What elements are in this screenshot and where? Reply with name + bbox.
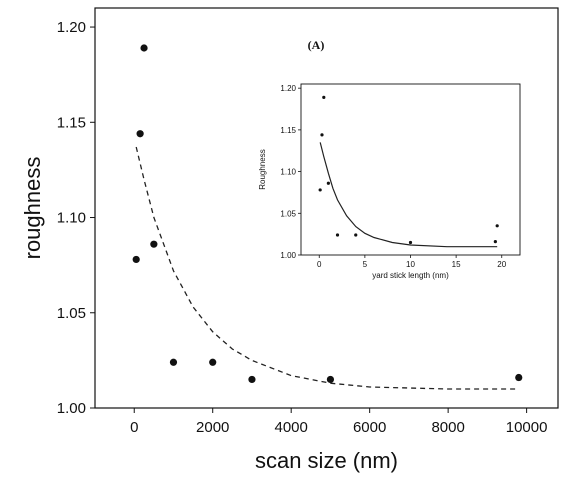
main-data-point bbox=[209, 358, 217, 366]
inset-data-point bbox=[335, 233, 340, 237]
main-plot-panel: 0 2000 4000 6000 8000 10000 1.00 1.05 1.10 1.15 1.… bbox=[20, 7, 559, 473]
main-y-tick-label: 1.00 bbox=[57, 400, 86, 417]
main-data-point bbox=[140, 44, 148, 52]
main-y-tick-label: 1.20 bbox=[57, 19, 86, 36]
inset-x-tick-label: 20 bbox=[497, 260, 506, 269]
main-x-tick-label: 10000 bbox=[506, 419, 548, 436]
inset-y-tick-label: 1.00 bbox=[280, 251, 296, 260]
inset-data-point bbox=[493, 240, 497, 244]
inset-x-tick-label: 5 bbox=[363, 260, 368, 269]
inset-data-point bbox=[495, 224, 499, 228]
inset-y-tick-label: 1.05 bbox=[280, 209, 296, 218]
inset-data-point bbox=[354, 233, 358, 237]
inset-y-axis-title: Roughness bbox=[258, 149, 267, 189]
inset-x-tick-label: 15 bbox=[452, 260, 461, 269]
inset-x-axis-title: yard stick length (nm) bbox=[372, 271, 449, 280]
main-x-axis-title: scan size (nm) bbox=[255, 448, 398, 473]
main-x-tick-label: 8000 bbox=[431, 419, 464, 436]
main-y-tick-label: 1.10 bbox=[57, 210, 86, 227]
inset-fit-curve bbox=[319, 142, 498, 248]
main-y-axis-title: roughness bbox=[20, 157, 45, 260]
main-x-tick-label: 4000 bbox=[274, 419, 307, 436]
inset-plot-frame bbox=[300, 83, 521, 256]
panel-label: (A) bbox=[308, 38, 325, 52]
inset-data-point bbox=[408, 240, 413, 245]
inset-data-point bbox=[322, 95, 326, 99]
main-plot-frame bbox=[94, 7, 559, 409]
main-data-point bbox=[150, 240, 158, 248]
main-y-tick-label: 1.05 bbox=[57, 305, 86, 322]
inset-x-tick-label: 10 bbox=[406, 260, 415, 269]
main-x-tick-label: 2000 bbox=[196, 419, 229, 436]
inset-x-tick-label: 0 bbox=[317, 260, 322, 269]
inset-data-point bbox=[320, 133, 324, 137]
main-data-point bbox=[132, 255, 140, 264]
main-x-tick-label: 0 bbox=[130, 419, 138, 436]
inset-y-tick-label: 1.15 bbox=[280, 126, 296, 135]
main-data-point bbox=[326, 375, 335, 384]
inset-data-point bbox=[326, 181, 330, 185]
main-data-point bbox=[515, 373, 523, 382]
main-y-tick-label: 1.15 bbox=[57, 114, 86, 131]
main-data-point bbox=[136, 130, 144, 138]
inset-data-point bbox=[318, 188, 322, 192]
main-data-point bbox=[248, 375, 256, 384]
main-x-tick-label: 6000 bbox=[353, 419, 386, 436]
inset-y-tick-label: 1.10 bbox=[280, 168, 296, 177]
inset-y-tick-label: 1.20 bbox=[280, 84, 296, 93]
inset-plot-panel: 0 5 10 15 20 1.00 1.05 1.10 1.15 1.20 yard stick l… bbox=[258, 38, 521, 280]
main-data-point bbox=[169, 358, 178, 366]
